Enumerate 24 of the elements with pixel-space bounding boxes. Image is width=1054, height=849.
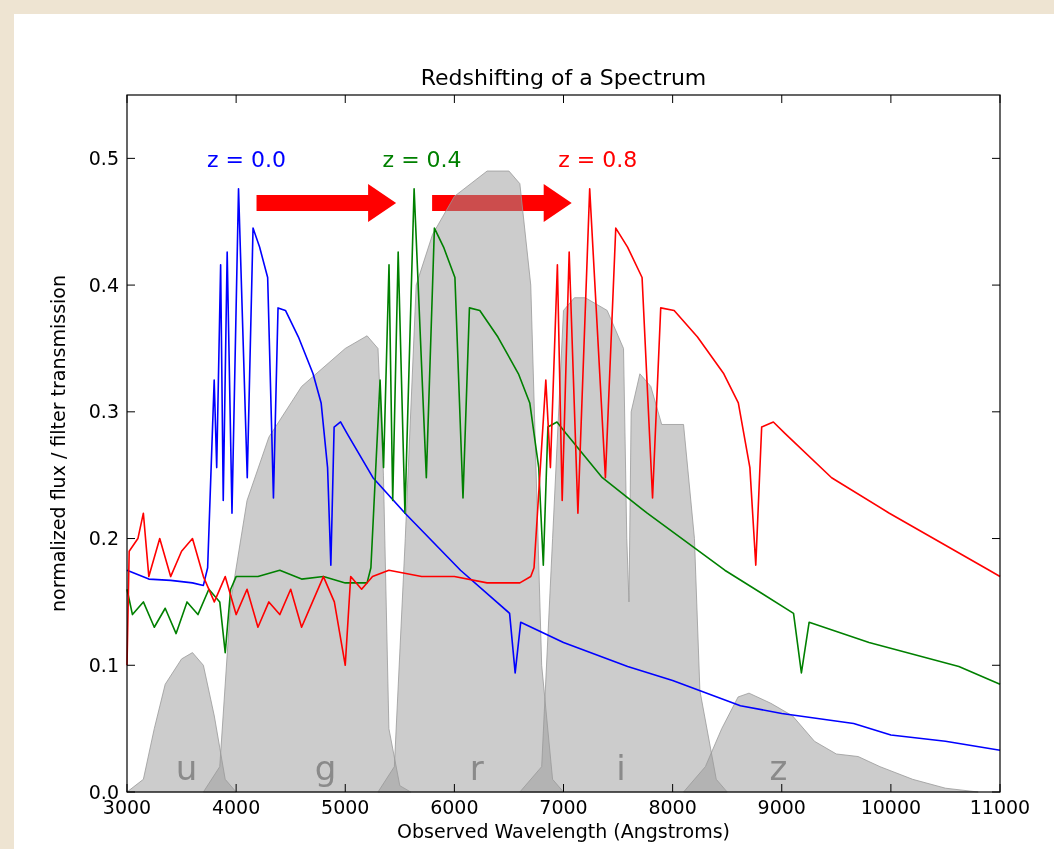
- y-tick-label: 0.4: [88, 273, 119, 296]
- series-label: r: [469, 748, 484, 788]
- x-tick-label: 5000: [321, 796, 370, 818]
- y-tick-label: 0.5: [88, 147, 119, 170]
- x-axis-title: Observed Wavelength (Angstroms): [397, 820, 730, 842]
- series-label: z = 0.8: [558, 147, 638, 172]
- x-tick-label: 11000: [969, 796, 1031, 818]
- series-label: i: [616, 748, 626, 788]
- y-tick-label: 0.2: [88, 527, 119, 550]
- y-axis-title: normalized flux / filter transmission: [47, 275, 69, 612]
- y-tick-label: 0.1: [88, 653, 119, 676]
- series-label: g: [314, 748, 337, 788]
- x-tick-label: 7000: [539, 796, 588, 818]
- x-tick-label: 6000: [430, 796, 479, 818]
- series-label: z = 0.0: [207, 147, 287, 172]
- x-tick-label: 4000: [211, 796, 261, 818]
- series-label: u: [175, 748, 198, 788]
- y-tick-label: 0.3: [88, 400, 119, 423]
- x-tick-label: 10000: [860, 796, 922, 818]
- series-label: z = 0.4: [382, 147, 462, 172]
- x-tick-label: 8000: [648, 796, 697, 818]
- x-tick-label: 9000: [757, 796, 806, 818]
- chart-title: Redshifting of a Spectrum: [420, 65, 707, 90]
- series-label: z: [769, 748, 788, 788]
